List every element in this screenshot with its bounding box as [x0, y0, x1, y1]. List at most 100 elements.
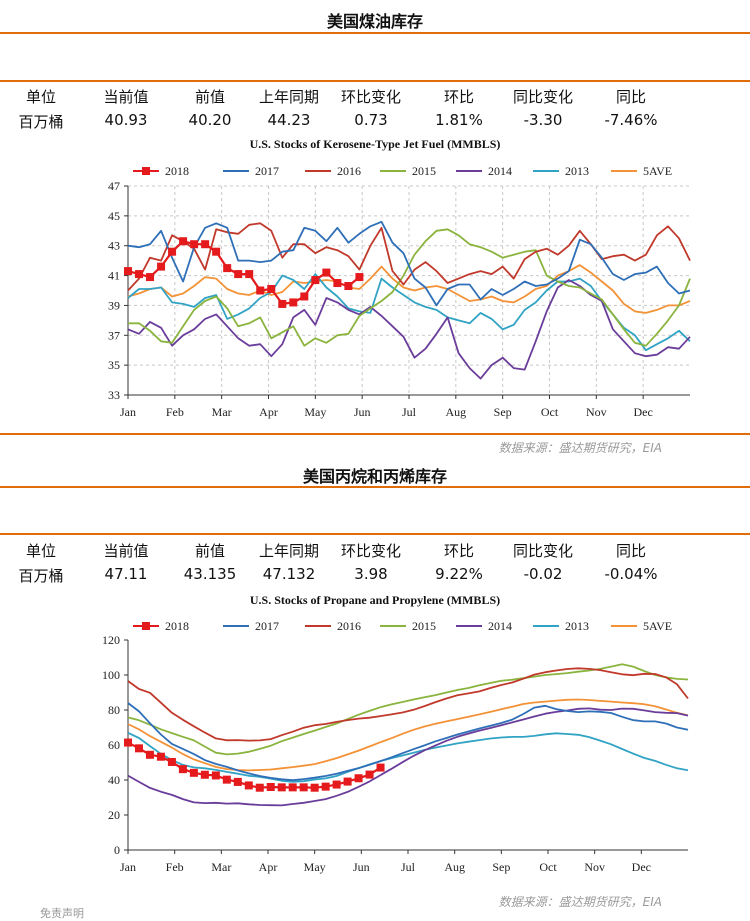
series-line-2018 — [127, 741, 382, 789]
data-point-2018 — [289, 298, 298, 307]
stats-header-cell: 前值 — [194, 542, 226, 560]
data-point-2018 — [255, 783, 264, 792]
legend-label: 2018 — [165, 619, 189, 633]
series-line-2014 — [127, 279, 691, 380]
stats-header-cell: 当前值 — [103, 542, 149, 560]
x-tick-label: Jul — [401, 860, 416, 874]
x-tick-label: Jan — [120, 860, 136, 874]
data-point-2018 — [134, 744, 143, 753]
stats-header-cell: 单位 — [25, 542, 57, 560]
legend-marker — [142, 622, 150, 630]
legend-label: 2017 — [255, 164, 279, 178]
section-title: 美国煤油库存 — [326, 12, 423, 31]
data-point-2018 — [179, 237, 188, 246]
y-tick-label: 45 — [108, 209, 120, 223]
x-tick-label: Dec — [634, 405, 653, 419]
x-tick-label: Apr — [259, 405, 278, 419]
legend-label: 2016 — [337, 164, 361, 178]
series-line-2013 — [127, 273, 691, 352]
data-point-2018 — [333, 279, 342, 288]
data-point-2018 — [355, 273, 364, 282]
series-line-2013 — [127, 731, 689, 783]
stats-value-cell: 3.98 — [354, 565, 388, 583]
data-point-2018 — [146, 273, 155, 282]
stats-value-cell: 百万桶 — [18, 567, 64, 585]
stats-value-cell: -7.46% — [604, 111, 658, 129]
legend-label: 5AVE — [643, 164, 672, 178]
divider — [0, 533, 750, 535]
data-point-2018 — [343, 777, 352, 786]
legend-label: 2015 — [412, 619, 436, 633]
divider — [0, 433, 750, 435]
chart-title: U.S. Stocks of Kerosene-Type Jet Fuel (M… — [249, 137, 501, 151]
y-tick-label: 47 — [108, 179, 120, 193]
legend-marker — [142, 167, 150, 175]
divider — [0, 486, 750, 488]
data-point-2018 — [267, 285, 276, 294]
data-point-2018 — [299, 783, 308, 792]
x-tick-label: Feb — [166, 860, 184, 874]
legend-label: 2015 — [412, 164, 436, 178]
legend-label: 2014 — [488, 619, 512, 633]
stats-value-cell: 40.20 — [188, 111, 232, 129]
x-tick-label: Nov — [586, 405, 607, 419]
series-line-2014 — [127, 707, 689, 807]
data-point-2018 — [145, 750, 154, 759]
stats-value-cell: 43.135 — [183, 565, 237, 583]
data-point-2018 — [354, 774, 363, 783]
stats-value-cell: 9.22% — [435, 565, 483, 583]
data-point-2018 — [167, 757, 176, 766]
data-point-2018 — [322, 268, 331, 277]
chart-title: U.S. Stocks of Propane and Propylene (MM… — [249, 593, 501, 607]
y-tick-label: 20 — [108, 808, 120, 822]
legend-label: 2017 — [255, 619, 279, 633]
x-tick-label: Aug — [445, 405, 466, 419]
stats-header-cell: 同比变化 — [512, 542, 574, 560]
section-title: 美国丙烷和丙烯库存 — [302, 467, 447, 486]
data-source-note: 数据来源：盛达期货研究，EIA — [498, 441, 662, 455]
stats-value-cell: 47.132 — [262, 565, 316, 583]
data-point-2018 — [300, 292, 309, 301]
stats-value-cell: -0.04% — [604, 565, 658, 583]
y-tick-label: 33 — [108, 388, 120, 402]
data-point-2018 — [256, 286, 265, 295]
stats-header-cell: 环比 — [443, 88, 475, 106]
stats-value-cell: 0.73 — [354, 111, 388, 129]
series-line-2017 — [127, 702, 689, 782]
y-tick-label: 60 — [108, 738, 120, 752]
stats-value-cell: 40.93 — [104, 111, 148, 129]
data-point-2018 — [288, 783, 297, 792]
data-point-2018 — [365, 770, 374, 779]
x-tick-label: Dec — [632, 860, 651, 874]
data-point-2018 — [190, 240, 199, 249]
y-tick-label: 40 — [108, 773, 120, 787]
y-tick-label: 39 — [108, 298, 120, 312]
divider — [0, 32, 750, 34]
data-point-2018 — [135, 270, 144, 279]
series-line-2018 — [127, 240, 361, 305]
series-line-2016 — [127, 222, 691, 292]
stats-value-cell: 47.11 — [104, 565, 148, 583]
data-point-2018 — [234, 270, 243, 279]
kerosene-chart: 2018 2017 2016 2015 2014 2013 5AVE 33 35 37 39 41 43… — [108, 164, 691, 419]
stats-value-cell: -3.30 — [523, 111, 563, 129]
x-tick-label: Jan — [120, 405, 136, 419]
data-point-2018 — [223, 264, 232, 273]
data-point-2018 — [321, 782, 330, 791]
x-tick-label: Jun — [353, 860, 370, 874]
data-point-2018 — [222, 775, 231, 784]
y-tick-label: 41 — [108, 269, 120, 283]
legend-label: 5AVE — [643, 619, 672, 633]
data-point-2018 — [178, 765, 187, 774]
legend-label: 2018 — [165, 164, 189, 178]
x-tick-label: Sep — [494, 405, 512, 419]
legend-label: 2013 — [565, 619, 589, 633]
data-point-2018 — [233, 777, 242, 786]
data-point-2018 — [310, 783, 319, 792]
stats-value-cell: -0.02 — [523, 565, 563, 583]
stats-header-cell: 环比 — [443, 542, 475, 560]
data-point-2018 — [244, 781, 253, 790]
x-tick-label: May — [304, 860, 326, 874]
x-tick-label: Sep — [492, 860, 510, 874]
data-point-2018 — [278, 299, 287, 308]
